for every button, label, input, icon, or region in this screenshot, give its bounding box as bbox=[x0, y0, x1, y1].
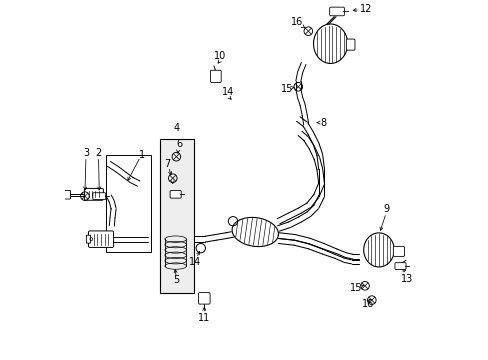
FancyBboxPatch shape bbox=[198, 293, 210, 304]
FancyBboxPatch shape bbox=[62, 190, 70, 199]
Text: 2: 2 bbox=[95, 148, 102, 158]
Polygon shape bbox=[313, 24, 347, 63]
Text: 10: 10 bbox=[214, 51, 226, 61]
Text: 15: 15 bbox=[280, 84, 292, 94]
FancyBboxPatch shape bbox=[170, 190, 181, 198]
Text: 3: 3 bbox=[83, 148, 89, 158]
FancyBboxPatch shape bbox=[394, 263, 405, 270]
Text: 9: 9 bbox=[382, 204, 388, 214]
FancyBboxPatch shape bbox=[88, 231, 113, 247]
Text: 1: 1 bbox=[139, 150, 145, 160]
Text: 12: 12 bbox=[359, 4, 371, 14]
Text: 4: 4 bbox=[173, 123, 179, 133]
FancyBboxPatch shape bbox=[84, 188, 103, 200]
Text: 7: 7 bbox=[164, 159, 170, 169]
Text: 15: 15 bbox=[349, 283, 361, 293]
Text: 14: 14 bbox=[222, 87, 234, 97]
Text: 16: 16 bbox=[291, 17, 303, 27]
Text: 13: 13 bbox=[400, 274, 412, 284]
Text: 6: 6 bbox=[176, 139, 182, 149]
FancyBboxPatch shape bbox=[86, 235, 90, 243]
Text: 5: 5 bbox=[173, 275, 179, 285]
Polygon shape bbox=[363, 233, 393, 267]
FancyBboxPatch shape bbox=[160, 139, 194, 293]
Text: 11: 11 bbox=[198, 313, 210, 323]
Text: 14: 14 bbox=[188, 257, 201, 267]
FancyBboxPatch shape bbox=[392, 246, 404, 256]
FancyBboxPatch shape bbox=[346, 39, 354, 50]
FancyBboxPatch shape bbox=[93, 193, 105, 199]
Polygon shape bbox=[232, 217, 278, 247]
Text: 8: 8 bbox=[320, 118, 326, 128]
Text: 16: 16 bbox=[361, 299, 373, 309]
FancyBboxPatch shape bbox=[210, 70, 221, 82]
FancyBboxPatch shape bbox=[329, 7, 344, 16]
